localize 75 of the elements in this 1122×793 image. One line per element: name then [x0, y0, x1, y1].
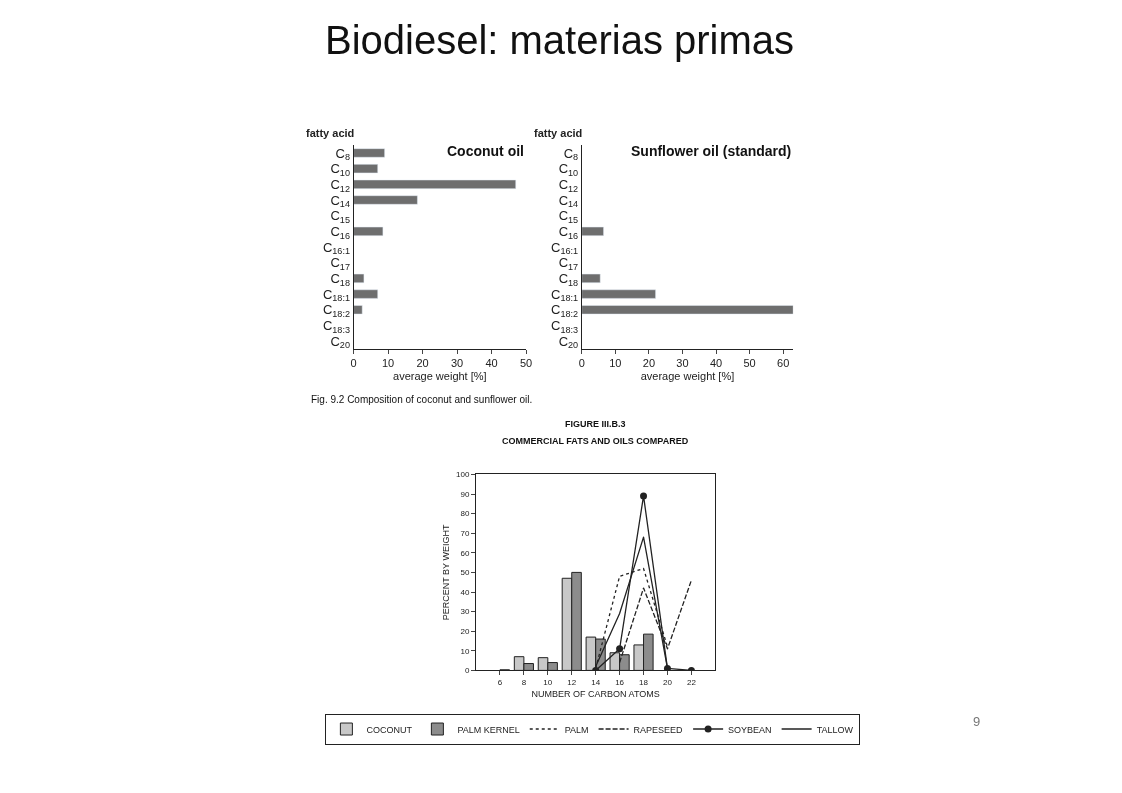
- x-tick-label: 8: [521, 678, 527, 687]
- y-tick-label: C$_{18:2}$: [551, 302, 579, 320]
- legend-label: COCONUT: [366, 724, 413, 735]
- chart-title: FIGURE III.B.3: [565, 419, 626, 429]
- y-tick-label: 80: [460, 509, 470, 519]
- legend-label: RAPESEED: [633, 724, 684, 735]
- x-tick-label: 50: [519, 357, 533, 370]
- y-tick-label: C$_{16:1}$: [551, 239, 579, 257]
- y-tick-label: C$_{20}$: [330, 333, 350, 351]
- y-tick-label: 100: [456, 470, 470, 480]
- x-tick-label: 60: [777, 357, 790, 370]
- x-tick-label: 10: [381, 357, 395, 370]
- y-tick-label: 90: [460, 489, 470, 499]
- x-tick-label: 6: [497, 678, 503, 687]
- x-tick-label: 14: [591, 678, 601, 687]
- y-tick-label: C$_{14}$: [558, 192, 579, 210]
- y-axis-title: fatty acid: [306, 127, 355, 139]
- x-axis-title: average weight [%]: [640, 370, 735, 383]
- x-tick-label: 50: [743, 357, 756, 370]
- chart-subtitle: COMMERCIAL FATS AND OILS COMPARED: [502, 436, 689, 446]
- y-tick-label: C$_{18}$: [558, 270, 579, 288]
- y-tick-label: C$_{8}$: [563, 145, 579, 163]
- y-tick-label: 50: [460, 568, 470, 578]
- y-tick-label: C$_{18}$: [330, 270, 350, 288]
- x-tick-label: 30: [676, 357, 689, 370]
- y-tick-label: C$_{10}$: [558, 161, 579, 178]
- x-tick-label: 20: [642, 357, 656, 370]
- y-tick-label: 20: [460, 627, 470, 636]
- y-tick-label: 70: [460, 529, 470, 538]
- caption: Fig. 9.2 Composition of coconut and sunflower oil.: [311, 394, 533, 405]
- y-tick-label: C$_{12}$: [330, 176, 350, 194]
- y-tick-label: C$_{17}$: [558, 255, 579, 272]
- y-tick-label: C$_{16}$: [558, 223, 579, 241]
- y-tick-label: C$_{15}$: [330, 208, 350, 225]
- legend-label: PALM KERNEL: [457, 724, 520, 735]
- x-tick-label: 20: [416, 357, 429, 370]
- x-axis-title: NUMBER OF CARBON ATOMS: [531, 688, 660, 699]
- y-tick-label: C$_{18:1}$: [322, 286, 350, 304]
- y-tick-label: C$_{18:3}$: [551, 317, 579, 335]
- y-tick-label: C$_{12}$: [558, 176, 579, 194]
- y-tick-label: C$_{17}$: [330, 255, 350, 272]
- y-tick-label: C$_{18:2}$: [322, 302, 350, 320]
- legend-label: PALM: [564, 724, 589, 735]
- text: Biodiesel: materias primas: [325, 18, 795, 62]
- y-tick-label: C$_{8}$: [335, 145, 350, 163]
- x-tick-label: 10: [609, 357, 622, 370]
- x-tick-label: 16: [615, 678, 625, 687]
- y-tick-label: C$_{10}$: [330, 161, 350, 178]
- text: 9: [973, 714, 981, 729]
- y-tick-label: C$_{18:3}$: [322, 317, 350, 335]
- y-tick-label: 30: [460, 607, 470, 617]
- y-tick-label: C$_{15}$: [558, 208, 579, 225]
- y-tick-label: C$_{18:1}$: [551, 286, 579, 304]
- chart-title: Sunflower oil (standard): [631, 143, 792, 159]
- y-tick-label: C$_{16}$: [330, 223, 350, 241]
- y-axis-title: fatty acid: [534, 127, 583, 139]
- y-tick-label: 0: [464, 666, 470, 676]
- x-tick-label: 20: [663, 678, 673, 687]
- legend-label: SOYBEAN: [728, 724, 772, 735]
- x-tick-label: 40: [709, 357, 723, 370]
- x-tick-label: 10: [543, 678, 553, 687]
- x-tick-label: 22: [686, 678, 697, 687]
- y-tick-label: C$_{20}$: [558, 333, 579, 351]
- x-axis-title: average weight [%]: [393, 370, 487, 383]
- x-tick-label: 40: [485, 357, 498, 370]
- y-tick-label: 60: [460, 548, 470, 558]
- chart-title: Coconut oil: [447, 143, 524, 159]
- legend-label: TALLOW: [816, 724, 854, 735]
- y-tick-label: C$_{14}$: [330, 192, 350, 210]
- y-axis-title: PERCENT BY WEIGHT: [441, 524, 452, 621]
- y-tick-label: 10: [460, 646, 470, 656]
- x-tick-label: 18: [639, 678, 649, 687]
- y-tick-label: C$_{16:1}$: [322, 239, 350, 257]
- x-tick-label: 12: [567, 678, 577, 687]
- y-tick-label: 40: [460, 587, 470, 597]
